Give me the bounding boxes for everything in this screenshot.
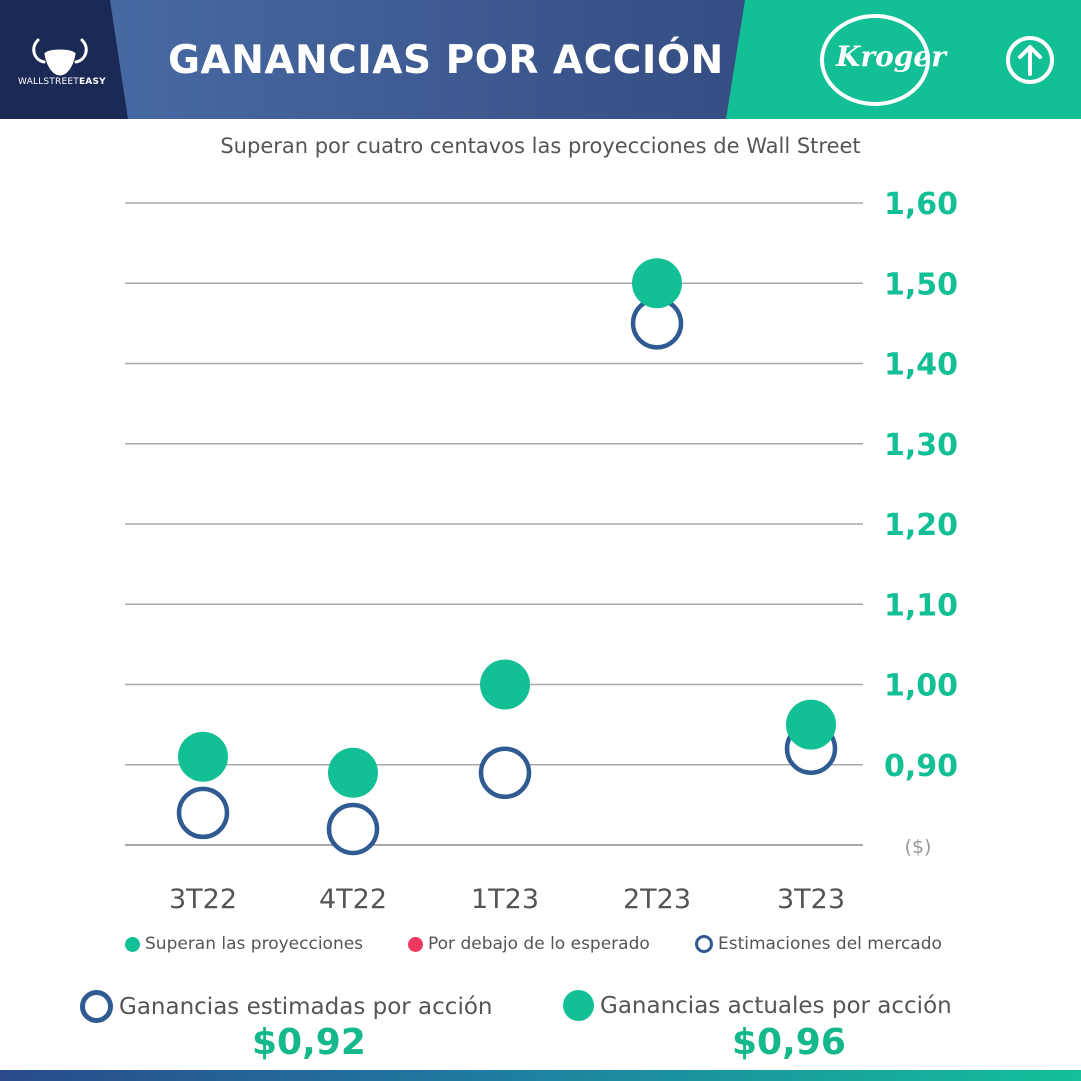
y-tick-label: 1,50 [884, 267, 958, 302]
actual-point [480, 660, 530, 710]
estimated-value: $0,92 [252, 1022, 366, 1063]
actual-point [632, 258, 682, 308]
x-tick-label: 1T23 [471, 884, 539, 915]
y-tick-label: 1,00 [884, 669, 958, 704]
legend-estimate-ring-icon [695, 935, 713, 953]
legend-miss-dot-icon [408, 937, 423, 952]
legend-item-estimate: Estimaciones del mercado [695, 934, 942, 954]
estimate-point [329, 805, 377, 853]
y-unit-label: ($) [905, 836, 932, 858]
estimated-label: Ganancias estimadas por acción [119, 994, 492, 1020]
y-tick-label: 0,90 [884, 749, 958, 784]
estimate-point [179, 789, 227, 837]
legend-beat-label: Superan las proyecciones [145, 934, 363, 954]
x-tick-label: 3T23 [777, 884, 845, 915]
legend-beat-dot-icon [125, 937, 140, 952]
estimate-point [481, 749, 529, 797]
x-tick-label: 3T22 [169, 884, 237, 915]
y-tick-label: 1,10 [884, 588, 958, 623]
summary-actual: Ganancias actuales por acción [563, 990, 952, 1021]
actual-point [328, 748, 378, 798]
legend-estimate-label: Estimaciones del mercado [718, 934, 942, 954]
actual-dot-icon [563, 990, 594, 1021]
y-tick-label: 1,30 [884, 428, 958, 463]
actual-point [786, 700, 836, 750]
actual-label: Ganancias actuales por acción [600, 993, 952, 1019]
actual-point [178, 732, 228, 782]
estimated-ring-icon [80, 990, 113, 1023]
y-tick-label: 1,60 [884, 187, 958, 222]
actual-value: $0,96 [732, 1022, 846, 1063]
bottom-gradient-bar [0, 1070, 1081, 1081]
legend-miss-label: Por debajo de lo esperado [428, 934, 650, 954]
summary-estimated: Ganancias estimadas por acción [80, 990, 492, 1023]
legend-item-beat: Superan las proyecciones [125, 934, 363, 954]
x-tick-label: 4T22 [319, 884, 387, 915]
legend-item-miss: Por debajo de lo esperado [408, 934, 650, 954]
x-tick-label: 2T23 [623, 884, 691, 915]
y-tick-label: 1,40 [884, 348, 958, 383]
y-tick-label: 1,20 [884, 508, 958, 543]
